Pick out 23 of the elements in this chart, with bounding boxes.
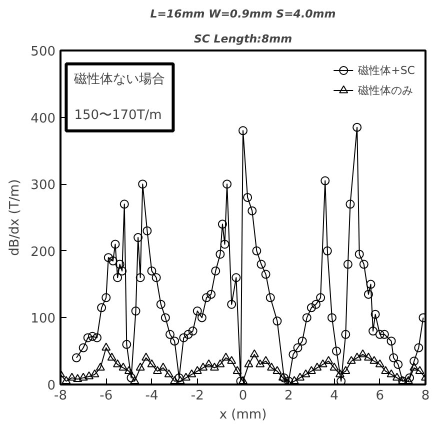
x-tick-label: 2 bbox=[284, 388, 293, 404]
x-axis-title: x (mm) bbox=[219, 408, 267, 422]
x-tick-label: -2 bbox=[190, 388, 204, 404]
y-tick-label: 100 bbox=[30, 312, 56, 327]
chart-title: L=16mm W=0.9mm S=4.0mm bbox=[150, 8, 336, 20]
x-tick-label: 8 bbox=[421, 388, 430, 404]
x-tick-label: -4 bbox=[145, 388, 158, 404]
legend-label: 磁性体+SC bbox=[358, 62, 415, 78]
y-axis-title: dB/dx (T/m) bbox=[8, 179, 23, 256]
y-tick-label: 0 bbox=[47, 378, 56, 394]
chart-subtitle: SC Length:8mm bbox=[194, 32, 292, 46]
x-tick-label: 0 bbox=[238, 388, 248, 404]
y-tick-label: 300 bbox=[30, 178, 56, 194]
legend-label: 磁性体のみ bbox=[358, 82, 414, 98]
x-tick-label: 4 bbox=[330, 388, 338, 404]
annotation: 150〜170T/m bbox=[74, 108, 162, 123]
annotation: 磁性体ない場合 bbox=[73, 72, 166, 87]
y-tick-label: 500 bbox=[30, 44, 56, 60]
y-tick-label: 200 bbox=[30, 244, 56, 260]
y-tick-label: 400 bbox=[30, 111, 56, 126]
x-tick-label: -6 bbox=[100, 388, 113, 404]
x-tick-label: -8 bbox=[54, 388, 67, 404]
x-tick-label: 6 bbox=[376, 388, 384, 404]
